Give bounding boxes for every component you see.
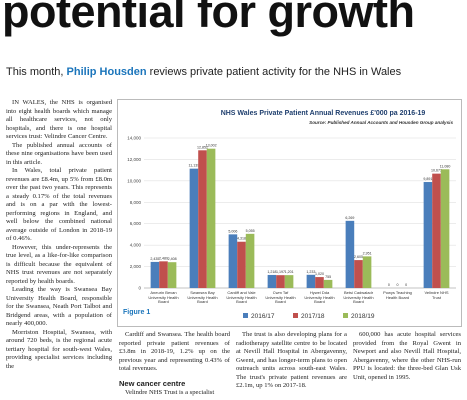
bar [362, 256, 372, 288]
bar [440, 169, 450, 288]
legend-label: 2018/19 [351, 313, 375, 320]
bar [276, 275, 285, 288]
legend-label: 2016/17 [251, 313, 275, 320]
bar [228, 234, 238, 288]
paragraph: However, this under-represents the true … [6, 243, 112, 285]
chart-subtitle: Source: Published Annual Accounts and Ho… [309, 120, 453, 125]
value-label: 1,197 [276, 270, 285, 274]
y-tick-label: 14,000 [127, 136, 141, 141]
value-label: 1,233 [306, 270, 315, 274]
text-column: Cardiff and Swansea. The health board re… [119, 331, 230, 400]
x-tick-label: Powys Teaching Health Board [383, 290, 412, 300]
paragraph: Leading the way is Swansea Bay Universit… [6, 286, 112, 327]
paragraph: Morriston Hospital, Swansea, with around… [6, 328, 112, 370]
bar [206, 148, 216, 288]
bar [245, 233, 255, 288]
bar [237, 241, 246, 288]
y-tick-label: 10,000 [127, 178, 141, 183]
left-column: IN WALES, the NHS is organised into eigh… [6, 99, 112, 400]
standfirst-rest: reviews private patient activity for the… [149, 66, 402, 78]
paragraph: Velindre NHS Trust is a specialist [125, 388, 215, 396]
x-tick-label: Hywel Dda University Health Board [304, 290, 335, 305]
bar [159, 261, 168, 288]
paragraph: IN WALES, the NHS is organised into eigh… [6, 99, 112, 140]
value-label: 6,269 [345, 216, 354, 220]
value-label: 13,002 [206, 144, 217, 148]
bar [306, 274, 316, 288]
x-tick-label: Swansea Bay University Health Board [187, 290, 218, 305]
bar [432, 173, 441, 288]
figure: NHS Wales Private Patient Annual Revenue… [117, 99, 462, 327]
value-label: 1,218 [267, 270, 276, 274]
bar [354, 260, 363, 288]
legend-swatch [243, 313, 248, 318]
value-label: 2,408 [168, 257, 177, 261]
x-tick-label: Cwm Taf University Health Board [265, 290, 296, 305]
legend-swatch [343, 313, 348, 318]
paragraph: Cardiff and Swansea. The health board re… [119, 331, 230, 372]
value-label: 2,951 [363, 251, 372, 255]
bar [167, 262, 177, 288]
y-tick-label: 0 [138, 286, 141, 291]
figure-label: Figure 1 [123, 309, 151, 316]
subheading: New cancer centre [119, 378, 186, 388]
text-column: The trust is also developing plans for a… [236, 331, 347, 400]
legend-label: 2017/18 [301, 313, 325, 320]
value-label: 10,673 [431, 169, 442, 173]
bar [189, 168, 199, 288]
bar [267, 274, 277, 288]
bar [423, 182, 433, 288]
y-tick-label: 6,000 [130, 221, 142, 226]
value-label: 2,489 [159, 256, 168, 260]
value-label: 1,201 [285, 270, 294, 274]
value-label: 11,080 [440, 164, 451, 168]
author: Philip Housden [66, 66, 147, 78]
paragraph: 600,000 has acute hospital services prov… [353, 331, 461, 381]
bar [323, 279, 333, 288]
value-label: 1,020 [315, 272, 324, 276]
y-tick-label: 2,000 [130, 264, 142, 269]
x-tick-label: Betsi Cadwaladr University Health Board [343, 290, 374, 305]
value-label: 5,006 [228, 229, 237, 233]
value-label: 9,891 [423, 177, 432, 181]
paragraph: The published annual accounts of these n… [6, 141, 112, 166]
paragraph: In Wales, total private patient revenues… [6, 167, 112, 242]
legend-swatch [293, 313, 298, 318]
bar [284, 275, 294, 288]
bar [315, 277, 324, 288]
bar [198, 150, 207, 288]
value-label: 2,605 [354, 255, 363, 259]
value-label: 0 [405, 283, 407, 287]
bar [150, 261, 160, 288]
chart: NHS Wales Private Patient Annual Revenue… [127, 110, 456, 320]
value-label: 0 [397, 283, 399, 287]
y-tick-label: 8,000 [130, 200, 142, 205]
y-tick-label: 12,000 [127, 157, 141, 162]
x-tick-label: Velindre NHS Trust [424, 290, 449, 300]
bar [345, 220, 355, 288]
chart-title: NHS Wales Private Patient Annual Revenue… [221, 110, 426, 117]
value-label: 0 [388, 283, 390, 287]
value-label: 5,055 [246, 229, 255, 233]
value-label: 755 [325, 275, 331, 279]
x-tick-label: Cardiff and Vale University Health Board [226, 290, 257, 305]
standfirst: This month, Philip Housden reviews priva… [6, 66, 401, 78]
y-tick-label: 4,000 [130, 243, 142, 248]
headline: potential for growth [2, 0, 415, 37]
x-tick-label: Aneurin Bevan University Health Board [148, 290, 179, 305]
value-label: 4,318 [237, 237, 246, 241]
value-label: 2,435 [150, 257, 159, 261]
paragraph: The trust is also developing plans for a… [236, 331, 347, 389]
standfirst-lead: This month, [6, 66, 64, 78]
value-label: 12,852 [197, 145, 208, 149]
value-label: 11,139 [189, 164, 200, 168]
text-column: 600,000 has acute hospital services prov… [353, 331, 461, 400]
